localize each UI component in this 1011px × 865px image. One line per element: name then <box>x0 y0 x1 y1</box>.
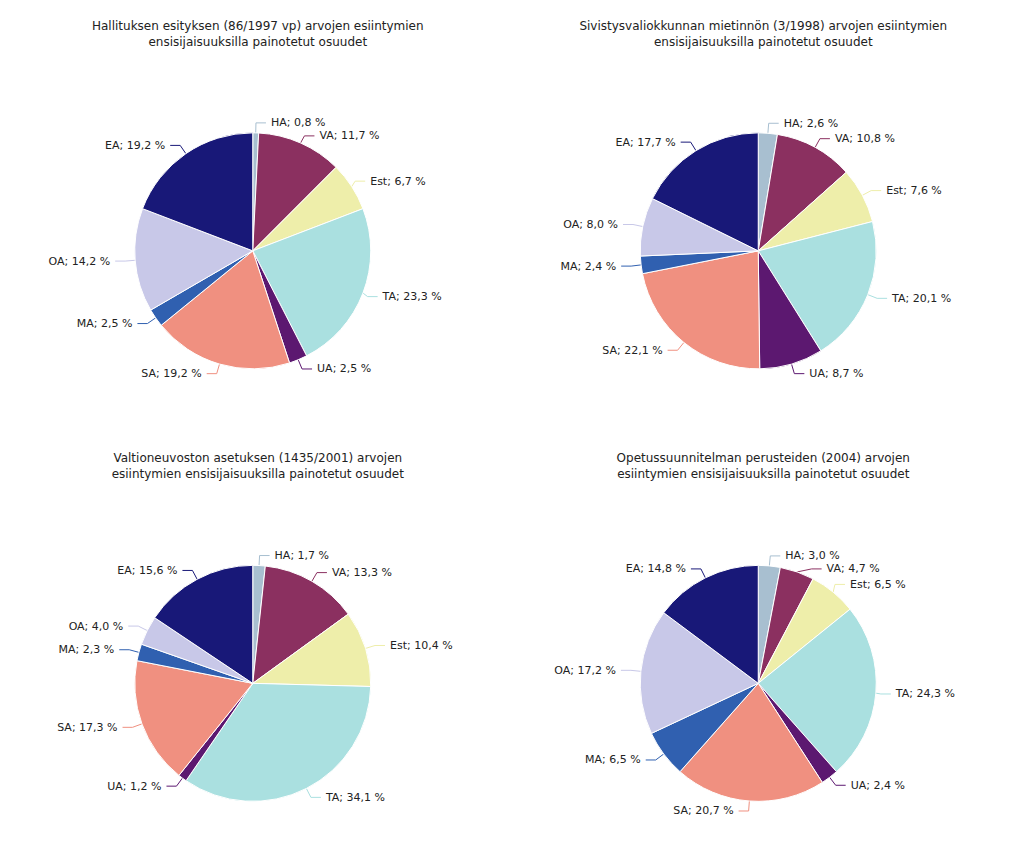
svg-text:OA; 14,2 %: OA; 14,2 % <box>49 255 111 268</box>
svg-text:MA; 6,5 %: MA; 6,5 % <box>585 753 641 766</box>
svg-text:TA; 23,3 %: TA; 23,3 % <box>382 290 442 303</box>
svg-text:EA; 17,7 %: EA; 17,7 % <box>616 136 676 149</box>
svg-text:SA; 20,7 %: SA; 20,7 % <box>673 804 733 817</box>
svg-text:VA; 13,3 %: VA; 13,3 % <box>332 566 392 579</box>
svg-text:TA; 24,3 %: TA; 24,3 % <box>895 687 955 700</box>
svg-text:HA; 2,6 %: HA; 2,6 % <box>784 117 838 130</box>
svg-text:SA; 17,3 %: SA; 17,3 % <box>57 721 117 734</box>
svg-text:HA; 3,0 %: HA; 3,0 % <box>785 549 839 562</box>
svg-text:MA; 2,5 %: MA; 2,5 % <box>77 317 133 330</box>
svg-text:Est; 6,5 %: Est; 6,5 % <box>850 578 906 591</box>
svg-text:OA; 8,0 %: OA; 8,0 % <box>563 218 618 231</box>
svg-text:HA; 1,7 %: HA; 1,7 % <box>275 549 329 562</box>
svg-text:UA; 2,5 %: UA; 2,5 % <box>317 362 371 375</box>
svg-text:VA; 4,7 %: VA; 4,7 % <box>827 562 880 575</box>
svg-text:UA; 2,4 %: UA; 2,4 % <box>851 779 905 792</box>
svg-text:ensisijaisuuksilla painotetut: ensisijaisuuksilla painotetut osuudet <box>654 35 873 49</box>
svg-text:UA; 8,7 %: UA; 8,7 % <box>809 367 863 380</box>
svg-text:Est; 6,7 %: Est; 6,7 % <box>370 175 426 188</box>
svg-text:EA; 19,2 %: EA; 19,2 % <box>105 139 165 152</box>
svg-text:ensisijaisuuksilla painotetut: ensisijaisuuksilla painotetut osuudet <box>148 35 367 49</box>
svg-text:Valtioneuvoston asetuksen (143: Valtioneuvoston asetuksen (1435/2001) ar… <box>113 451 402 465</box>
svg-text:TA; 20,1 %: TA; 20,1 % <box>891 292 951 305</box>
svg-text:HA; 0,8 %: HA; 0,8 % <box>271 116 325 129</box>
svg-text:OA; 17,2 %: OA; 17,2 % <box>554 664 616 677</box>
svg-text:Est; 10,4 %: Est; 10,4 % <box>390 639 453 652</box>
svg-text:esiintymien ensisijaisuuksilla: esiintymien ensisijaisuuksilla painotetu… <box>112 467 405 481</box>
svg-text:Opetussuunnitelman perusteiden: Opetussuunnitelman perusteiden (2004) ar… <box>617 451 910 465</box>
svg-text:Est; 7,6 %: Est; 7,6 % <box>886 184 942 197</box>
svg-text:TA; 34,1 %: TA; 34,1 % <box>325 791 385 804</box>
svg-text:UA; 1,2 %: UA; 1,2 % <box>107 780 161 793</box>
svg-text:VA; 11,7 %: VA; 11,7 % <box>319 129 379 142</box>
svg-text:MA; 2,4 %: MA; 2,4 % <box>560 260 616 273</box>
svg-text:EA; 15,6 %: EA; 15,6 % <box>117 564 177 577</box>
svg-text:OA; 4,0 %: OA; 4,0 % <box>69 620 124 633</box>
svg-text:esiintymien ensisijaisuuksilla: esiintymien ensisijaisuuksilla painotetu… <box>617 467 910 481</box>
svg-text:Sivistysvaliokkunnan mietinnön: Sivistysvaliokkunnan mietinnön (3/1998) … <box>579 19 947 33</box>
svg-text:SA; 22,1 %: SA; 22,1 % <box>602 344 662 357</box>
svg-text:SA; 19,2 %: SA; 19,2 % <box>141 367 201 380</box>
svg-text:Hallituksen esityksen (86/1997: Hallituksen esityksen (86/1997 vp) arvoj… <box>92 19 424 33</box>
svg-text:EA; 14,8 %: EA; 14,8 % <box>626 562 686 575</box>
svg-text:VA; 10,8 %: VA; 10,8 % <box>835 132 895 145</box>
svg-text:MA; 2,3 %: MA; 2,3 % <box>59 643 115 656</box>
